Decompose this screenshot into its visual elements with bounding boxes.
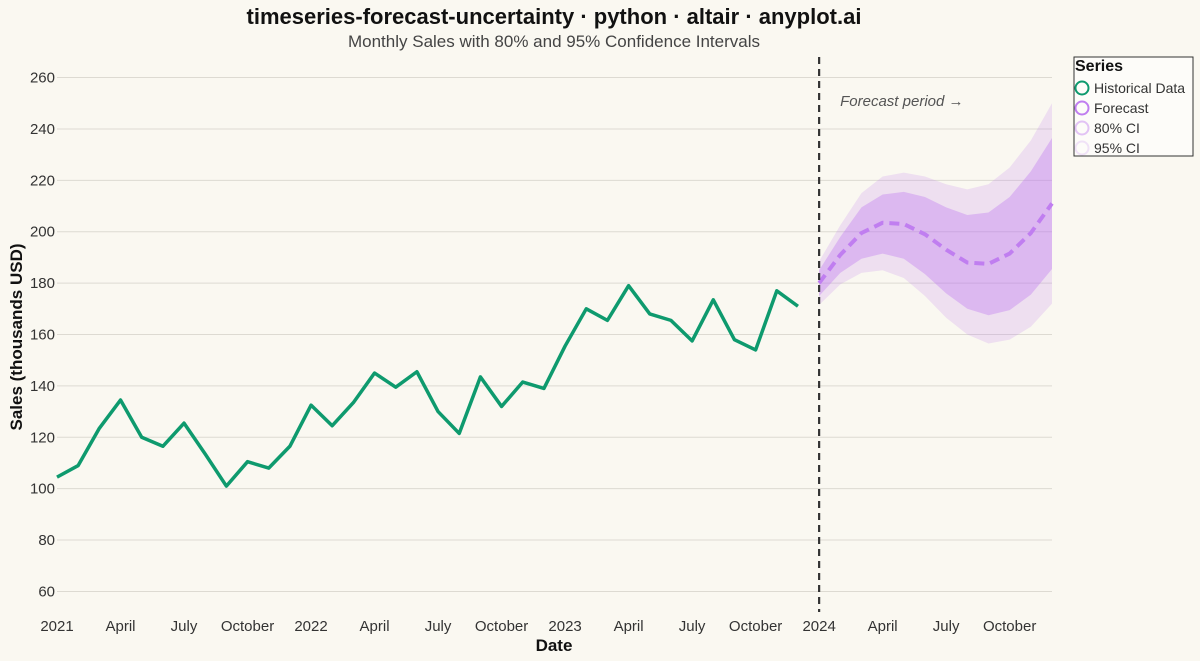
x-tick-label: October — [221, 618, 274, 635]
x-tick-label: April — [868, 618, 898, 635]
legend-symbol — [1074, 120, 1090, 136]
y-tick-label: 240 — [30, 121, 55, 138]
ci-band-95 — [819, 103, 1052, 344]
x-axis: 2021 April July October 2022 April July October… — [40, 618, 1036, 635]
y-tick-label: 260 — [30, 70, 55, 87]
forecast-period-annotation: Forecast period → — [840, 93, 963, 110]
x-tick-label: October — [983, 618, 1036, 635]
forecast-line — [817, 202, 1054, 285]
y-tick-label: 180 — [30, 275, 55, 292]
y-tick-label: 60 — [38, 583, 55, 600]
legend-item-label: 95% CI — [1094, 140, 1140, 156]
x-tick-label: April — [106, 618, 136, 635]
x-tick-label: April — [360, 618, 390, 635]
y-axis-title: Sales (thousands USD) — [7, 243, 26, 430]
legend-symbol — [1074, 140, 1090, 156]
ci-band-80 — [819, 137, 1052, 316]
y-gridlines — [57, 77, 1052, 592]
x-tick-label: October — [729, 618, 782, 635]
confidence-bands — [819, 103, 1052, 344]
chart-subtitle: Monthly Sales with 80% and 95% Confidenc… — [348, 32, 760, 51]
legend-box — [1073, 56, 1194, 157]
chart-title: timeseries-forecast-uncertainty · python… — [247, 4, 862, 29]
legend-item-label: 80% CI — [1094, 120, 1140, 136]
legend-item-label: Forecast — [1094, 100, 1149, 116]
x-tick-label: July — [171, 618, 198, 635]
y-tick-label: 120 — [30, 429, 55, 446]
x-tick-label: October — [475, 618, 528, 635]
x-tick-label: 2021 — [40, 618, 73, 635]
series-lines — [56, 202, 1054, 488]
legend: Series Historical Data Forecast 80% CI 95% … — [1073, 56, 1194, 157]
x-tick-label: July — [933, 618, 960, 635]
x-tick-label: 2023 — [548, 618, 581, 635]
y-tick-label: 80 — [38, 532, 55, 549]
x-tick-label: July — [679, 618, 706, 635]
x-tick-label: July — [425, 618, 452, 635]
y-tick-label: 100 — [30, 481, 55, 498]
y-axis: 60 80 100 120 140 160 180 200 220 240 260 — [30, 70, 55, 601]
y-tick-label: 160 — [30, 327, 55, 344]
legend-title: Series — [1075, 58, 1123, 75]
y-tick-label: 220 — [30, 172, 55, 189]
legend-symbol — [1074, 100, 1090, 116]
y-tick-label: 200 — [30, 224, 55, 241]
y-tick-label: 140 — [30, 378, 55, 395]
legend-symbol — [1074, 80, 1090, 96]
x-tick-label: 2024 — [802, 618, 835, 635]
x-tick-label: April — [614, 618, 644, 635]
x-axis-title: Date — [536, 636, 573, 655]
historical-data-line — [56, 283, 799, 488]
legend-item-label: Historical Data — [1094, 80, 1185, 96]
x-tick-label: 2022 — [294, 618, 327, 635]
